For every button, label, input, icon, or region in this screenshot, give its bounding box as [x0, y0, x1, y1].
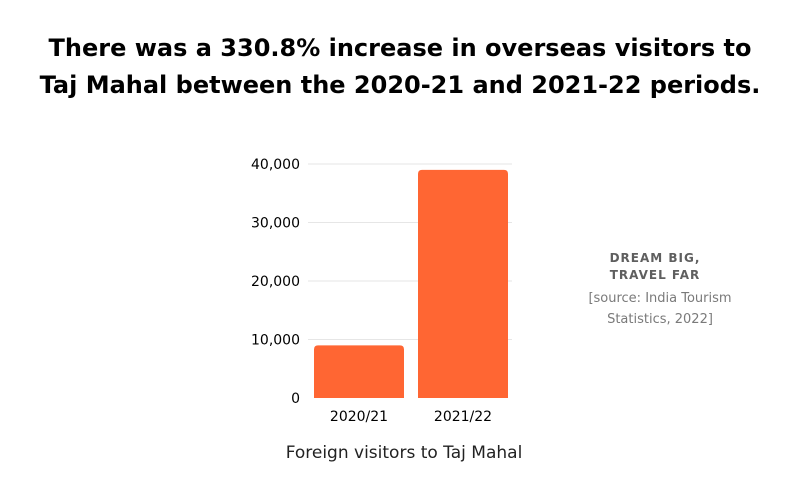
bar-2021-22 [418, 169, 508, 398]
x-axis-ticks: 2020/21 2021/22 [330, 409, 492, 425]
page-title: There was a 330.8% increase in overseas … [0, 30, 800, 104]
x-tick-label: 2021/22 [434, 409, 492, 425]
y-axis-ticks: 0 10,000 20,000 30,000 40,000 [251, 157, 300, 407]
y-tick-label: 30,000 [251, 216, 300, 232]
y-tick-label: 10,000 [251, 333, 300, 349]
brand-tagline: DREAM BIG, TRAVEL FAR [590, 250, 720, 284]
brand-line-2: TRAVEL FAR [609, 268, 701, 282]
source-line-1: [source: India Tourism [588, 291, 732, 306]
title-line-1: There was a 330.8% increase in overseas … [48, 34, 752, 62]
y-tick-label: 0 [291, 391, 300, 407]
brand-line-1: DREAM BIG, [609, 251, 701, 265]
y-tick-label: 20,000 [251, 274, 300, 290]
source-note: [source: India Tourism Statistics, 2022] [560, 288, 760, 330]
title-line-2: Taj Mahal between the 2020-21 and 2021-2… [39, 71, 761, 99]
bars [314, 169, 508, 398]
y-tick-label: 40,000 [251, 157, 300, 173]
x-axis-label: Foreign visitors to Taj Mahal [286, 443, 523, 463]
x-tick-label: 2020/21 [330, 409, 388, 425]
bar-2020-21 [314, 345, 404, 398]
source-line-2: Statistics, 2022] [607, 312, 713, 327]
